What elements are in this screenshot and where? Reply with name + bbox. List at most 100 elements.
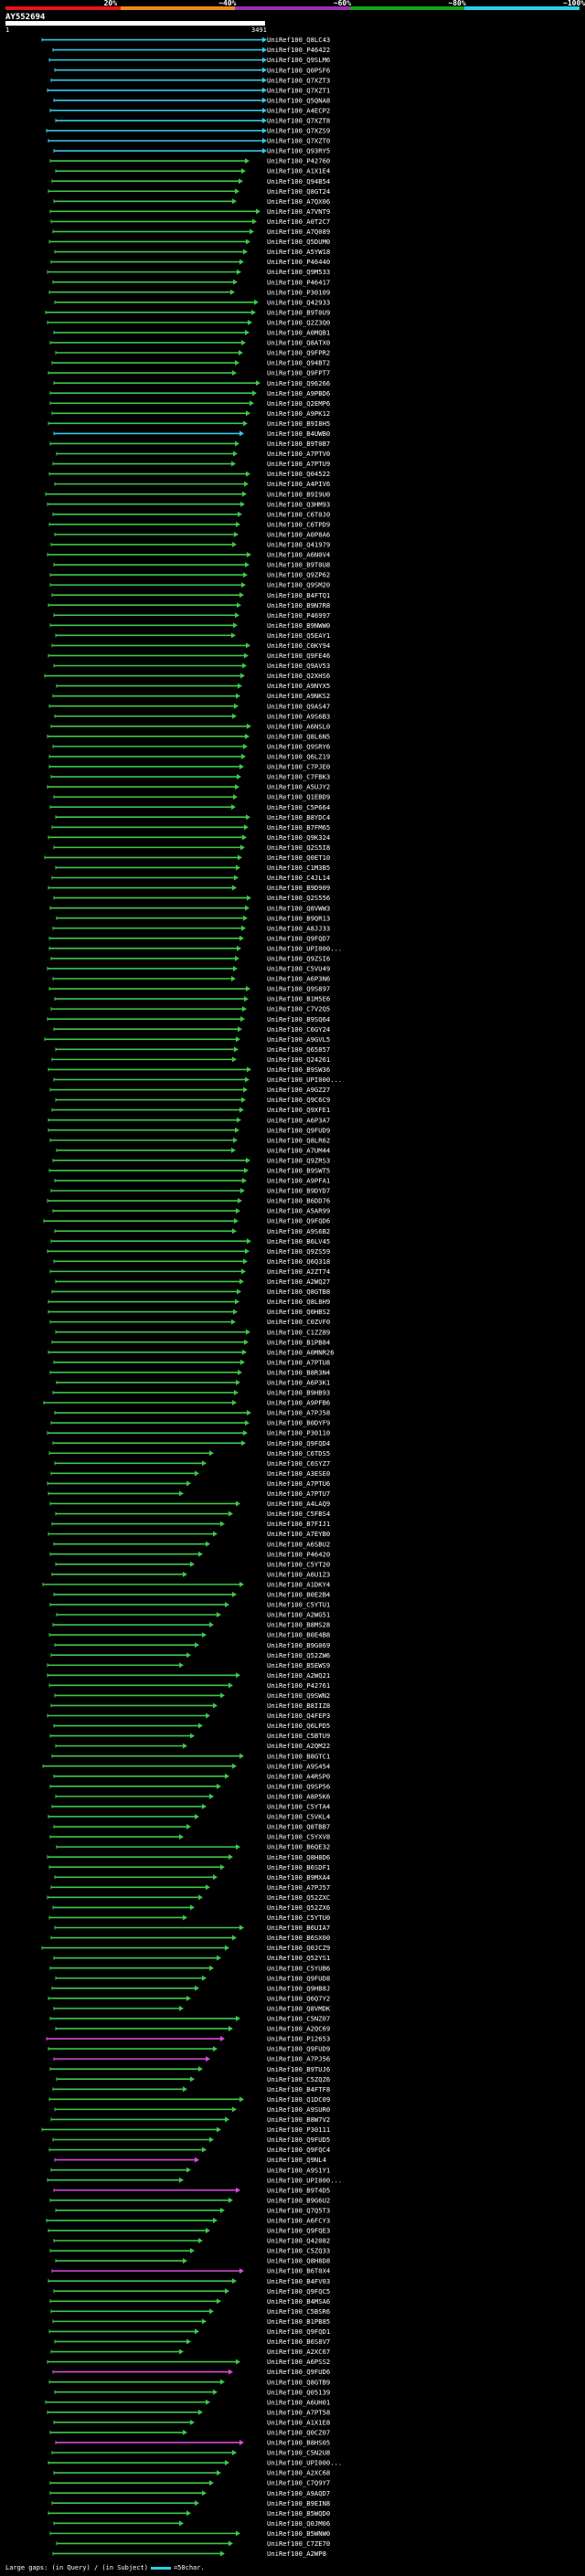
hit-row[interactable]: UniRef100_P42761 [48, 1681, 330, 1690]
hit-row[interactable]: UniRef100_B9MXA4 [54, 1873, 330, 1882]
hit-row[interactable]: UniRef100_A2QM22 [55, 1742, 330, 1750]
hit-row[interactable]: UniRef100_B9TUJ6 [49, 2065, 330, 2073]
hit-row[interactable]: UniRef100_Q52ZXC [47, 1893, 330, 1902]
hit-row[interactable]: UniRef100_A7EYB0 [48, 1530, 330, 1538]
hit-row[interactable]: UniRef100_C5VU49 [47, 965, 330, 973]
hit-row[interactable]: UniRef100_A2WG51 [56, 1611, 330, 1619]
hit-row[interactable]: UniRef100_Q2Z3Q0 [47, 318, 330, 326]
hit-row[interactable]: UniRef100_Q2S5I8 [53, 843, 330, 852]
hit-row[interactable]: UniRef100_A1DKY4 [42, 1580, 330, 1588]
hit-row[interactable]: UniRef100_Q9SP56 [49, 1782, 330, 1790]
hit-row[interactable]: UniRef100_A6P3N6 [52, 975, 330, 983]
hit-row[interactable]: UniRef100_A9NYX5 [56, 682, 330, 690]
hit-row[interactable]: UniRef100_Q8ATX0 [49, 339, 330, 347]
hit-row[interactable]: UniRef100_Q42082 [53, 2237, 330, 2245]
hit-row[interactable]: UniRef100_Q1EBD9 [53, 793, 330, 801]
hit-row[interactable]: UniRef100_Q9FUD8 [55, 1974, 330, 1982]
hit-row[interactable]: UniRef100_A7QX06 [53, 197, 330, 206]
hit-row[interactable]: UniRef100_A9S1Y1 [50, 2166, 330, 2174]
hit-row[interactable]: UniRef100_Q8GTB9 [48, 2378, 330, 2386]
hit-row[interactable]: UniRef100_C5YXV8 [49, 1833, 330, 1841]
hit-row[interactable]: UniRef100_Q0CZ07 [49, 2429, 330, 2437]
hit-row[interactable]: UniRef100_B4MSA6 [49, 2297, 330, 2306]
hit-row[interactable]: UniRef100_A6SBU2 [53, 1540, 330, 1548]
hit-row[interactable]: UniRef100_B5WNW0 [49, 2529, 330, 2538]
hit-row[interactable]: UniRef100_B9SW36 [48, 1065, 330, 1074]
hit-row[interactable]: UniRef100_C0KY94 [51, 641, 330, 650]
hit-row[interactable]: UniRef100_B4FTF8 [52, 2085, 330, 2094]
hit-row[interactable]: UniRef100_B6LV45 [50, 1237, 330, 1246]
hit-row[interactable]: UniRef100_B8MS28 [52, 1621, 330, 1629]
hit-row[interactable]: UniRef100_Q9FQC4 [48, 2146, 330, 2154]
hit-row[interactable]: UniRef100_Q9FE46 [48, 652, 330, 660]
hit-row[interactable]: UniRef100_A1X1E4 [55, 167, 330, 175]
hit-row[interactable]: UniRef100_B9EIN8 [51, 2499, 330, 2507]
hit-row[interactable]: UniRef100_Q7XZS9 [46, 127, 330, 135]
hit-row[interactable]: UniRef100_A9PK12 [51, 409, 330, 418]
hit-row[interactable]: UniRef100_Q0PSF6 [54, 66, 330, 74]
hit-row[interactable]: UniRef100_C5BTU9 [49, 1732, 330, 1740]
hit-row[interactable]: UniRef100_Q8L6N5 [47, 732, 330, 740]
hit-row[interactable]: UniRef100_A9GZ27 [49, 1086, 330, 1094]
hit-row[interactable]: UniRef100_Q3HM93 [47, 500, 330, 508]
hit-row[interactable]: UniRef100_B8W7V2 [50, 2115, 330, 2124]
hit-row[interactable]: UniRef100_B8GTC1 [51, 1752, 330, 1760]
hit-row[interactable]: UniRef100_B9SQ64 [47, 1015, 330, 1023]
hit-row[interactable]: UniRef100_C5YT20 [55, 1560, 330, 1568]
hit-row[interactable]: UniRef100_B6DD76 [47, 1197, 330, 1205]
hit-row[interactable]: UniRef100_Q9ZS59 [47, 1247, 330, 1256]
hit-row[interactable]: UniRef100_C7FBK3 [50, 773, 330, 781]
hit-row[interactable]: UniRef100_Q93RY5 [53, 147, 330, 155]
hit-row[interactable]: UniRef100_Q9AV53 [53, 662, 330, 670]
hit-row[interactable]: UniRef100_B9HB93 [52, 1389, 330, 1397]
hit-row[interactable]: UniRef100_A9S454 [42, 1762, 330, 1770]
hit-row[interactable]: UniRef100_C5YTU1 [49, 1601, 330, 1609]
hit-row[interactable]: UniRef100_Q9FQD4 [52, 1439, 330, 1447]
hit-row[interactable]: UniRef100_B7FIJ1 [51, 1520, 330, 1528]
hit-row[interactable]: UniRef100_B6T0X4 [51, 2267, 330, 2275]
hit-row[interactable]: UniRef100_B4FTQ1 [51, 591, 330, 599]
hit-row[interactable]: UniRef100_C7V2Q5 [50, 1005, 330, 1013]
hit-row[interactable]: UniRef100_A4ECP2 [49, 106, 330, 114]
hit-row[interactable]: UniRef100_C5P664 [49, 803, 330, 811]
hit-row[interactable]: UniRef100_A8P5K6 [55, 1792, 330, 1800]
hit-row[interactable]: UniRef100_A6PSS2 [47, 2358, 330, 2366]
hit-row[interactable]: UniRef100_Q94BT2 [51, 359, 330, 367]
hit-row[interactable]: UniRef100_B9G6U2 [49, 2196, 330, 2204]
hit-row[interactable]: UniRef100_B0E2B4 [53, 1591, 330, 1599]
hit-row[interactable]: UniRef100_B7FM65 [51, 823, 330, 832]
hit-row[interactable]: UniRef100_B9SWT5 [48, 1167, 330, 1175]
hit-row[interactable]: UniRef100_A5AR99 [52, 1207, 330, 1215]
hit-row[interactable]: UniRef100_P30111 [41, 2125, 330, 2134]
hit-row[interactable]: UniRef100_B8HS05 [55, 2439, 330, 2447]
hit-row[interactable]: UniRef100_B9QR13 [56, 914, 330, 922]
hit-row[interactable]: UniRef100_P46440 [50, 258, 330, 266]
hit-row[interactable]: UniRef100_Q9FQD7 [48, 934, 330, 942]
hit-row[interactable]: UniRef100_B6SDF1 [48, 1863, 330, 1871]
hit-row[interactable]: UniRef100_A6UH01 [45, 2398, 330, 2406]
hit-row[interactable]: UniRef100_Q9FPR2 [55, 349, 330, 357]
hit-row[interactable]: UniRef100_Q0HBS2 [48, 1308, 330, 1316]
hit-row[interactable]: UniRef100_Q9FQD6 [43, 1217, 330, 1225]
hit-row[interactable]: UniRef100_Q8H8D8 [55, 2257, 330, 2265]
hit-row[interactable]: UniRef100_P46420 [49, 1550, 330, 1558]
hit-row[interactable]: UniRef100_C1ZZ89 [55, 1328, 330, 1336]
hit-row[interactable]: UniRef100_A7PJ58 [54, 1409, 330, 1417]
hit-row[interactable]: UniRef100_Q7XZT0 [48, 137, 330, 145]
hit-row[interactable]: UniRef100_C7Q9Y7 [49, 2479, 330, 2487]
hit-row[interactable]: UniRef100_A7PTV0 [56, 450, 330, 458]
hit-row[interactable]: UniRef100_Q4FEP3 [47, 1712, 330, 1720]
hit-row[interactable]: UniRef100_A4PIV6 [54, 480, 330, 488]
hit-row[interactable]: UniRef100_C5YTA4 [51, 1803, 330, 1811]
hit-row[interactable]: UniRef100_A9SUR0 [54, 2105, 330, 2114]
hit-row[interactable]: UniRef100_Q05139 [54, 2388, 330, 2396]
hit-row[interactable]: UniRef100_A2XC67 [50, 2348, 330, 2356]
hit-row[interactable]: UniRef100_A0MNR26 [48, 1348, 335, 1356]
hit-row[interactable]: UniRef100_B9D909 [48, 884, 330, 892]
hit-row[interactable]: UniRef100_Q5DUM0 [48, 238, 330, 246]
hit-row[interactable]: UniRef100_Q9K324 [48, 833, 330, 842]
hit-row[interactable]: UniRef100_Q65857 [55, 1045, 330, 1054]
hit-row[interactable]: UniRef100_B9I9U0 [45, 490, 330, 498]
hit-row[interactable]: UniRef100_A6P3K1 [56, 1379, 330, 1387]
hit-row[interactable]: UniRef100_Q04522 [48, 470, 330, 478]
